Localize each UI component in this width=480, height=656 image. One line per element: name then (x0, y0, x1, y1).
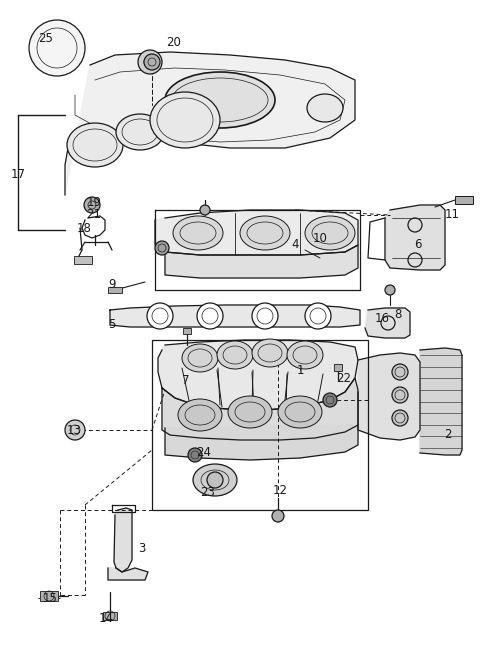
Bar (40, 591, 58, 601)
Ellipse shape (182, 344, 218, 372)
Text: 20: 20 (167, 35, 181, 49)
Circle shape (188, 448, 202, 462)
Ellipse shape (150, 92, 220, 148)
Ellipse shape (287, 341, 323, 369)
Ellipse shape (67, 123, 123, 167)
Bar (455, 196, 473, 204)
Ellipse shape (307, 94, 343, 122)
Ellipse shape (173, 216, 223, 250)
Circle shape (200, 205, 210, 215)
Ellipse shape (228, 396, 272, 428)
Text: 19: 19 (86, 195, 101, 209)
Text: 4: 4 (291, 239, 299, 251)
Text: 21: 21 (86, 209, 101, 222)
Circle shape (305, 303, 331, 329)
Ellipse shape (278, 396, 322, 428)
Text: 5: 5 (108, 319, 116, 331)
Circle shape (252, 303, 278, 329)
Circle shape (147, 303, 173, 329)
Text: 11: 11 (444, 209, 459, 222)
Bar (108, 287, 122, 293)
Text: 7: 7 (182, 373, 190, 386)
Circle shape (392, 387, 408, 403)
Text: 25: 25 (38, 31, 53, 45)
Text: 13: 13 (67, 424, 82, 436)
Ellipse shape (116, 114, 164, 150)
Text: 8: 8 (394, 308, 402, 321)
Text: 15: 15 (43, 592, 58, 604)
Ellipse shape (178, 399, 222, 431)
Text: 24: 24 (196, 445, 212, 459)
Text: 23: 23 (201, 485, 216, 499)
Circle shape (392, 364, 408, 380)
Bar (152, 340, 368, 510)
Circle shape (385, 285, 395, 295)
Ellipse shape (217, 341, 253, 369)
Bar (74, 256, 92, 264)
Polygon shape (162, 378, 358, 440)
Ellipse shape (252, 339, 288, 367)
Polygon shape (108, 568, 148, 580)
Ellipse shape (165, 72, 275, 128)
Polygon shape (358, 353, 420, 440)
Circle shape (29, 20, 85, 76)
Polygon shape (420, 348, 462, 455)
Text: 10: 10 (312, 232, 327, 245)
Text: 3: 3 (138, 541, 146, 554)
Text: 2: 2 (444, 428, 452, 441)
Bar (183, 328, 191, 334)
Text: 16: 16 (374, 312, 389, 325)
Circle shape (207, 472, 223, 488)
Circle shape (272, 510, 284, 522)
Bar (334, 364, 342, 371)
Polygon shape (385, 205, 445, 270)
Ellipse shape (193, 464, 237, 496)
Circle shape (155, 241, 169, 255)
Text: 1: 1 (296, 363, 304, 377)
Circle shape (144, 54, 160, 70)
Text: 6: 6 (414, 239, 422, 251)
Polygon shape (165, 245, 358, 278)
Circle shape (138, 50, 162, 74)
Ellipse shape (305, 216, 355, 250)
Polygon shape (365, 308, 410, 338)
Polygon shape (65, 52, 355, 195)
Circle shape (197, 303, 223, 329)
Polygon shape (158, 340, 358, 410)
Text: 9: 9 (108, 279, 116, 291)
Circle shape (84, 197, 100, 213)
Circle shape (323, 393, 337, 407)
Text: 22: 22 (336, 371, 351, 384)
Text: 17: 17 (11, 169, 25, 182)
Circle shape (65, 420, 85, 440)
Polygon shape (155, 210, 358, 255)
Text: 14: 14 (98, 611, 113, 625)
Circle shape (392, 410, 408, 426)
Text: 12: 12 (273, 483, 288, 497)
Polygon shape (165, 425, 358, 460)
Ellipse shape (240, 216, 290, 250)
Polygon shape (110, 305, 360, 327)
Bar (103, 612, 117, 620)
Text: 18: 18 (77, 222, 91, 234)
Polygon shape (114, 508, 132, 572)
